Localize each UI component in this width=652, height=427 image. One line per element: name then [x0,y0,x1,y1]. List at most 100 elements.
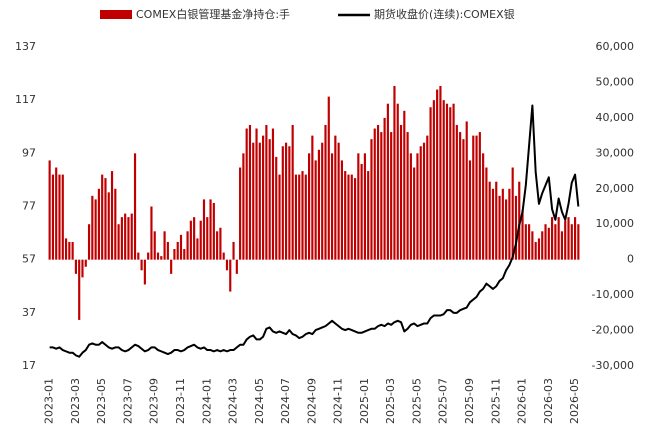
bar [363,153,366,260]
x-tick-label: 2026-05 [568,378,581,424]
bar [84,259,87,267]
bar [465,121,468,260]
bar [160,256,163,260]
bar [176,241,179,260]
bar [120,217,123,260]
bar [124,213,127,260]
bar [468,160,472,260]
bar [386,103,389,260]
x-tick-label: 2026-01 [516,378,529,424]
bar [573,217,577,260]
bar [133,153,137,260]
bar [459,132,462,260]
bar [488,181,491,260]
y2-tick-label: 40,000 [596,111,635,124]
bar [229,259,232,292]
bar [307,153,311,260]
bar [107,192,110,260]
x-tick-label: 2025-09 [463,378,476,424]
bar [114,188,117,260]
bar [268,139,271,260]
bar [317,149,321,260]
bar [81,259,84,278]
y2-tick-label: -10,000 [592,288,634,301]
bar [206,217,209,260]
y-tick-label: 57 [22,253,36,266]
bar [242,153,245,260]
bar [528,224,531,260]
bar [367,171,370,260]
bar [209,199,212,260]
bar [147,252,150,260]
bar [399,124,403,260]
bar [94,199,97,260]
bar [462,139,465,260]
bar [347,174,350,260]
bar [380,132,383,260]
bar [186,231,189,260]
bar [324,124,327,260]
bar [478,132,481,260]
bar [406,132,409,260]
bar [140,259,143,271]
bar [511,167,514,260]
bar [432,100,435,260]
bar [495,181,498,260]
bar [153,231,156,260]
bar [216,231,219,260]
y2-tick-label: -20,000 [592,324,634,337]
bar [64,238,68,260]
y2-tick-label: -30,000 [592,359,634,372]
bar [91,195,94,260]
bar [189,220,192,260]
x-tick-label: 2023-11 [174,378,187,424]
bar [212,202,215,260]
x-tick-label: 2023-01 [43,378,56,424]
bar [252,142,255,260]
bar [491,188,495,260]
bar [514,195,518,260]
bar [419,146,422,260]
x-tick-label: 2024-07 [279,378,292,424]
x-tick-label: 2025-03 [384,378,397,424]
legend-label: COMEX白银管理基金净持仓:手 [136,7,290,21]
y2-tick-label: 10,000 [596,217,635,230]
bar [179,234,183,260]
bar [74,259,77,274]
bar [275,156,278,260]
bar [393,85,396,260]
bar [78,259,81,320]
x-tick-label: 2026-03 [542,378,555,424]
bar [570,224,573,260]
bar [219,227,222,260]
bar [334,135,337,260]
bar [278,174,281,260]
bar [245,128,248,260]
x-tick-label: 2024-09 [305,378,318,424]
bar [455,124,458,260]
bar [166,241,169,260]
bar [353,178,357,260]
bar [150,206,153,260]
y2-tick-label: 20,000 [596,182,635,195]
bar [71,241,74,260]
bar [426,135,429,260]
x-tick-label: 2023-07 [121,378,134,424]
bar [301,171,304,260]
bar [225,259,229,271]
bar [403,110,406,260]
bar [156,252,160,260]
bar [547,227,550,260]
bar [567,217,570,260]
x-tick-label: 2025-11 [489,378,502,424]
bar [104,178,107,260]
bar [521,210,524,260]
x-tick-label: 2024-03 [227,378,240,424]
bar [350,174,353,260]
y-tick-label: 17 [22,359,36,372]
bar [304,174,307,260]
bar [409,153,412,260]
x-tick-label: 2023-03 [69,378,82,424]
bar [183,249,186,260]
bar [531,231,534,260]
